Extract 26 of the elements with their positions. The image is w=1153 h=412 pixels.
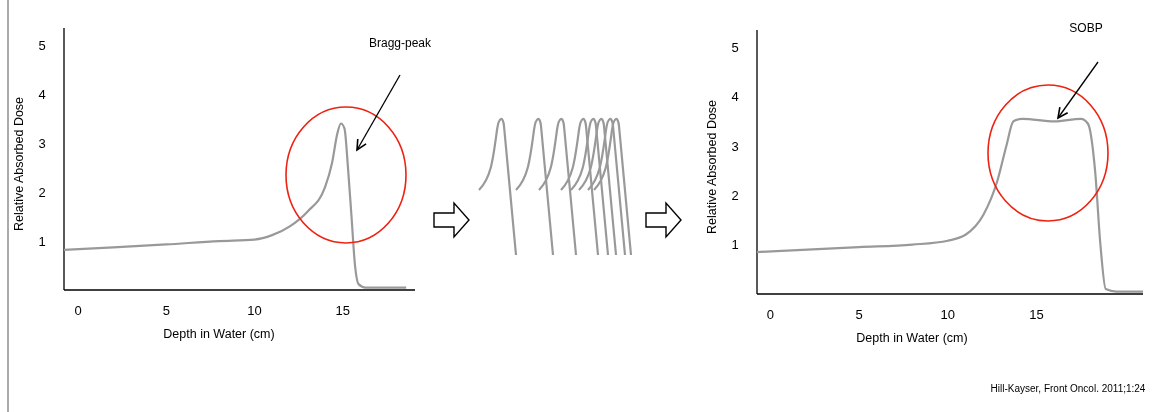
y-tick-label: 4 (731, 89, 739, 105)
y-tick-label: 2 (38, 184, 46, 200)
x-axis-title: Depth in Water (cm) (163, 327, 275, 341)
y-tick-label: 4 (38, 86, 46, 102)
y-axis-title: Relative Absorbed Dose (705, 99, 719, 235)
x-tick-label: 10 (247, 302, 262, 318)
y-tick-label: 1 (38, 233, 46, 249)
y-tick-label: 5 (38, 37, 46, 53)
y-tick-label: 3 (731, 138, 739, 154)
y-axis-title: Relative Absorbed Dose (12, 96, 26, 232)
x-tick-label: 5 (855, 306, 863, 322)
x-axis-title: Depth in Water (cm) (856, 331, 968, 345)
x-tick-label: 10 (940, 306, 956, 322)
text: Hill-Kayser, Front Oncol. 2011;1:24 (990, 383, 1146, 394)
x-tick-label: 0 (766, 306, 774, 322)
annotation: Bragg-peak (368, 36, 433, 50)
y-tick-label: 2 (731, 187, 739, 203)
line-series (62, 122, 408, 289)
x-tick-label: 15 (335, 302, 350, 318)
x-tick-label: 5 (162, 302, 170, 318)
y-tick-label: 3 (38, 135, 46, 151)
y-tick-label: 5 (731, 39, 739, 55)
annotation: SOBP (1069, 21, 1103, 35)
x-tick-label: 0 (74, 302, 82, 318)
y-tick-label: 1 (731, 237, 739, 253)
x-tick-label: 15 (1029, 306, 1044, 322)
